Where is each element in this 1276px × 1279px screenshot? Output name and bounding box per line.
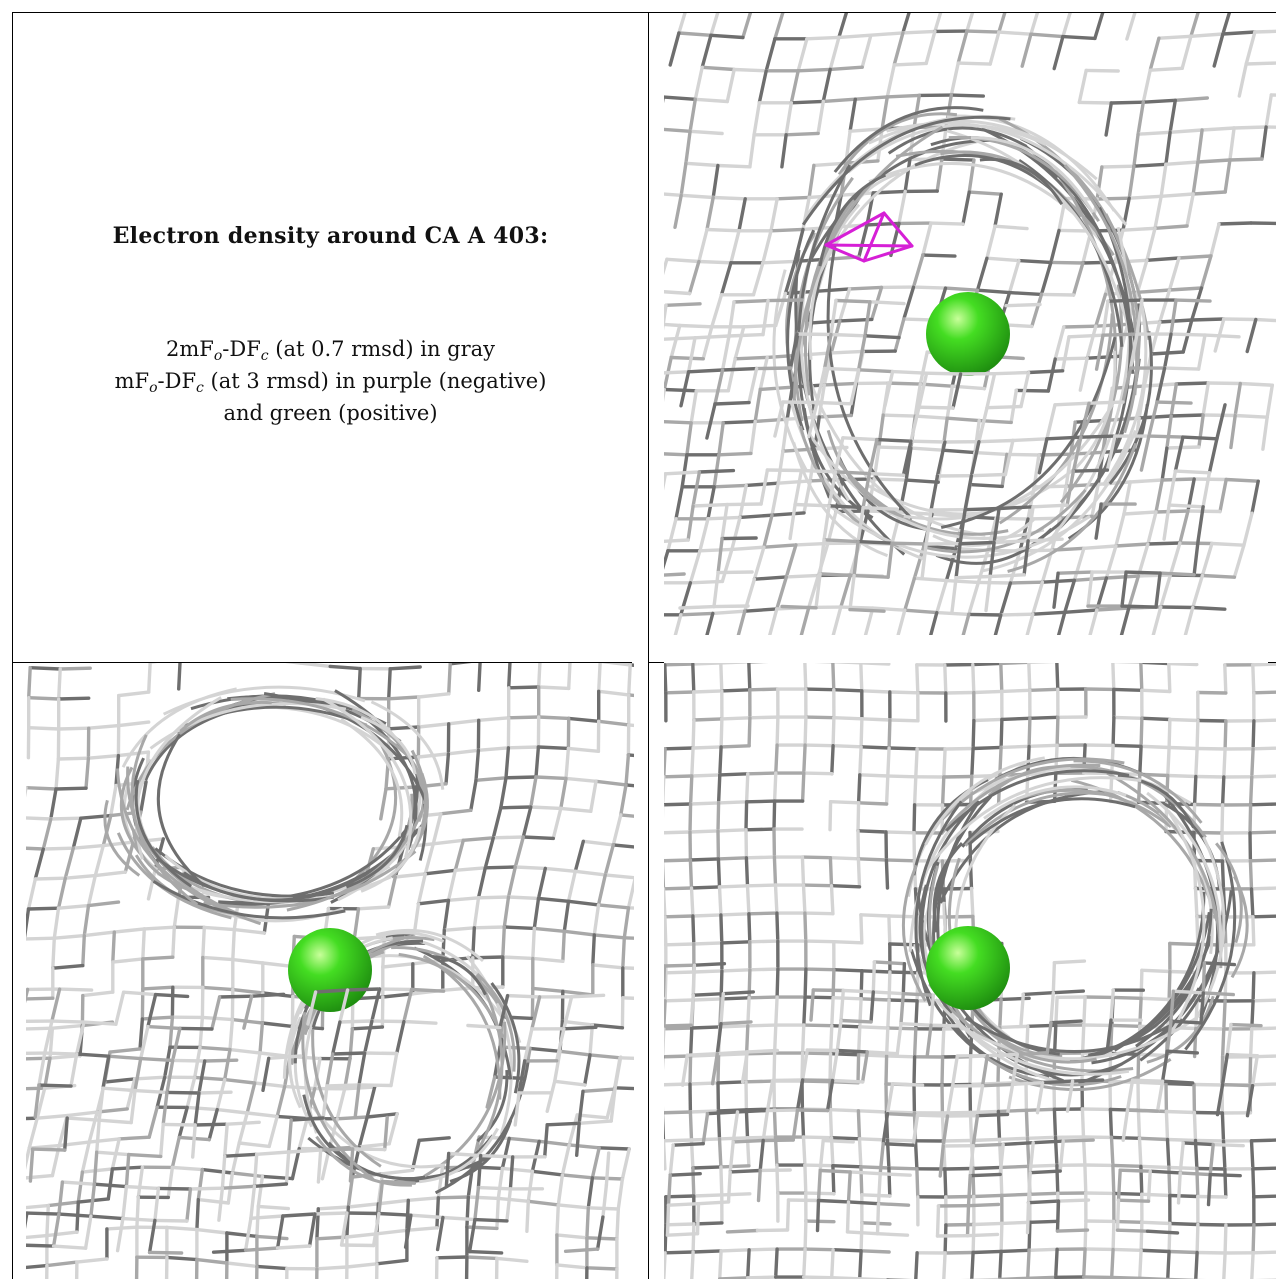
caption-title: Electron density around CA A 403: — [112, 223, 549, 249]
grid-line-left — [12, 12, 13, 1279]
caption-line-green: and green (positive) — [223, 401, 438, 425]
grid-line-middle-horizontal-stub-right — [1268, 662, 1276, 663]
grid-line-top — [12, 12, 1276, 13]
grid-line-middle-horizontal-stub — [648, 662, 664, 663]
view-bottom-left — [26, 663, 634, 1279]
grid-line-middle-vertical — [648, 12, 649, 1279]
caption-line-difference: mFo-DFc (at 3 rmsd) in purple (negative) — [114, 369, 547, 396]
mesh-front-layer — [664, 959, 1263, 1238]
mesh-front-layer — [664, 298, 1241, 614]
calcium-positive-density-sphere — [288, 928, 372, 1012]
caption-description: 2mFo-DFc (at 0.7 rmsd) in gray mFo-DFc (… — [13, 333, 648, 429]
density-mesh-view-top-right — [664, 13, 1276, 635]
density-mesh-view-bottom-left — [26, 663, 634, 1279]
calcium-positive-density-sphere — [926, 292, 1010, 376]
caption-line-gray: 2mFo-DFc (at 0.7 rmsd) in gray — [165, 337, 496, 364]
mesh-curved-strands — [103, 685, 445, 926]
calcium-positive-density-sphere — [926, 926, 1010, 1010]
grid-line-middle-horizontal — [12, 662, 632, 663]
mesh-front-layer — [26, 987, 623, 1255]
view-top-right — [664, 13, 1276, 635]
negative-density-mesh — [824, 211, 914, 263]
mesh-back-layer — [664, 663, 1276, 1279]
density-mesh-view-bottom-right — [664, 663, 1276, 1279]
view-bottom-right — [664, 663, 1276, 1279]
caption-panel: Electron density around CA A 403: 2mFo-D… — [13, 13, 648, 662]
